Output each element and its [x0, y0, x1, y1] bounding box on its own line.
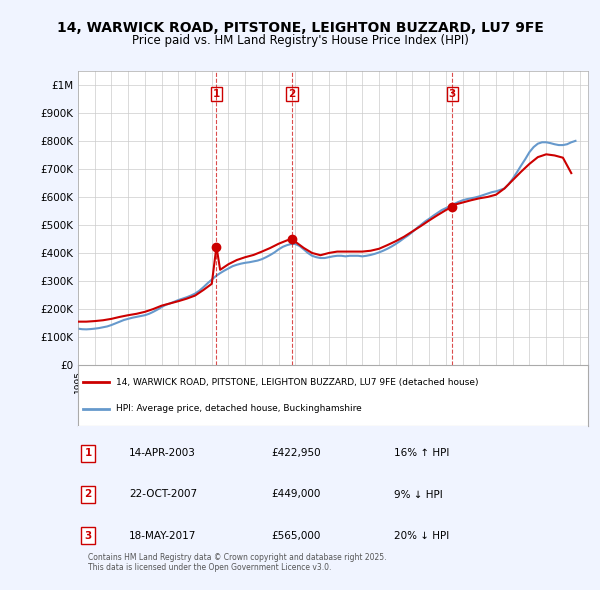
Text: 14, WARWICK ROAD, PITSTONE, LEIGHTON BUZZARD, LU7 9FE (detached house): 14, WARWICK ROAD, PITSTONE, LEIGHTON BUZ… [116, 378, 479, 386]
Text: 9% ↓ HPI: 9% ↓ HPI [394, 490, 443, 500]
Text: £422,950: £422,950 [272, 448, 322, 458]
Text: 1: 1 [85, 448, 92, 458]
Text: 3: 3 [449, 89, 456, 99]
Text: 22-OCT-2007: 22-OCT-2007 [129, 490, 197, 500]
Text: £565,000: £565,000 [272, 530, 321, 540]
Text: HPI: Average price, detached house, Buckinghamshire: HPI: Average price, detached house, Buck… [116, 404, 362, 414]
Text: 20% ↓ HPI: 20% ↓ HPI [394, 530, 449, 540]
Text: 2: 2 [85, 490, 92, 500]
Text: 14-APR-2003: 14-APR-2003 [129, 448, 196, 458]
Text: 1: 1 [213, 89, 220, 99]
Text: 2: 2 [289, 89, 296, 99]
Text: 14, WARWICK ROAD, PITSTONE, LEIGHTON BUZZARD, LU7 9FE: 14, WARWICK ROAD, PITSTONE, LEIGHTON BUZ… [56, 21, 544, 35]
Text: 16% ↑ HPI: 16% ↑ HPI [394, 448, 449, 458]
Text: 18-MAY-2017: 18-MAY-2017 [129, 530, 196, 540]
Text: Contains HM Land Registry data © Crown copyright and database right 2025.
This d: Contains HM Land Registry data © Crown c… [88, 553, 387, 572]
Text: Price paid vs. HM Land Registry's House Price Index (HPI): Price paid vs. HM Land Registry's House … [131, 34, 469, 47]
Text: £449,000: £449,000 [272, 490, 321, 500]
Text: 3: 3 [85, 530, 92, 540]
